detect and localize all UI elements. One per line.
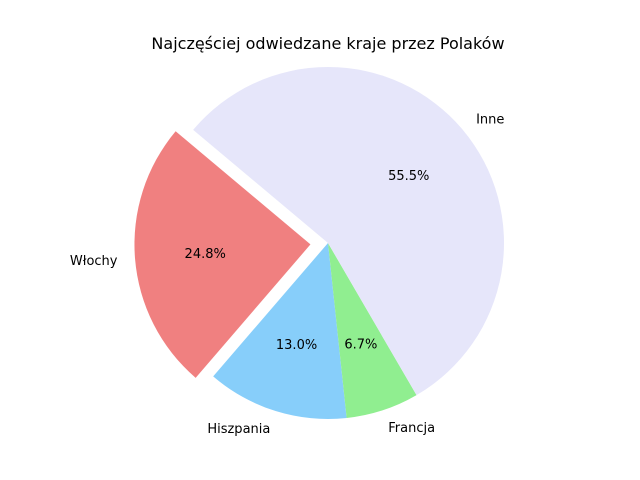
slice-percent-label: 24.8% <box>185 247 226 262</box>
slice-label: Włochy <box>70 254 118 269</box>
slice-label: Inne <box>476 112 504 127</box>
slice-label: Hiszpania <box>207 422 270 437</box>
pie-slice-hiszpania <box>213 243 347 419</box>
slice-percent-label: 13.0% <box>276 338 317 353</box>
slice-percent-label: 55.5% <box>388 169 429 184</box>
pie-slice-francja <box>328 243 417 419</box>
chart-title: Najczęściej odwiedzane kraje przez Polak… <box>151 34 504 53</box>
pie-slices <box>134 67 504 419</box>
pie-labels: Włochy 24.8% Hiszpania 13.0% Francja 6.7% Inne… <box>70 112 505 437</box>
slice-label: Francja <box>388 421 435 436</box>
slice-percent-label: 6.7% <box>344 337 377 352</box>
pie-slice-włochy <box>134 131 311 378</box>
pie-slice-inne <box>193 67 504 396</box>
